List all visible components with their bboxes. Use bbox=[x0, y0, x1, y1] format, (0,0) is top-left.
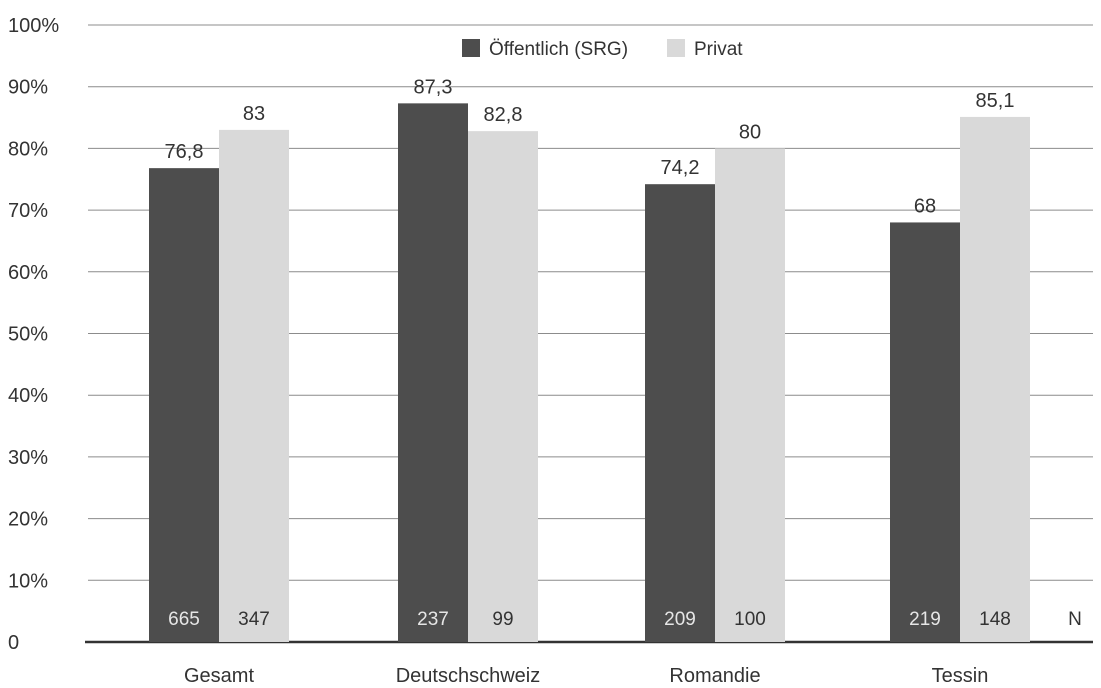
bar bbox=[890, 222, 960, 642]
n-count-label: 237 bbox=[417, 609, 449, 630]
legend-label: Öffentlich (SRG) bbox=[489, 39, 628, 60]
legend-swatch bbox=[667, 39, 685, 57]
n-count-label: 347 bbox=[238, 609, 270, 630]
y-tick-label: 70% bbox=[8, 200, 48, 222]
data-label: 87,3 bbox=[414, 76, 453, 98]
x-tick-label: Deutschschweiz bbox=[396, 665, 541, 687]
y-tick-label: 40% bbox=[8, 385, 48, 407]
n-count-label: 665 bbox=[168, 609, 200, 630]
x-tick-label: Gesamt bbox=[184, 665, 254, 687]
x-tick-label: Romandie bbox=[669, 665, 760, 687]
bar bbox=[468, 131, 538, 642]
legend-item: Privat bbox=[667, 39, 743, 60]
bar bbox=[645, 184, 715, 642]
y-tick-label: 100% bbox=[8, 15, 59, 37]
data-label: 68 bbox=[914, 195, 936, 217]
data-label: 85,1 bbox=[976, 90, 1015, 112]
bar bbox=[219, 129, 289, 642]
data-label: 83 bbox=[243, 103, 265, 125]
bar bbox=[149, 168, 219, 643]
x-tick-label: Tessin bbox=[932, 665, 989, 687]
bar bbox=[960, 116, 1030, 643]
y-tick-label: 10% bbox=[8, 570, 48, 592]
y-tick-label: 50% bbox=[8, 324, 48, 346]
legend-label: Privat bbox=[694, 39, 743, 60]
data-label: 76,8 bbox=[165, 141, 204, 163]
legend-swatch bbox=[462, 39, 480, 57]
n-count-label: 209 bbox=[664, 609, 696, 630]
n-count-label: 219 bbox=[909, 609, 941, 630]
legend-item: Öffentlich (SRG) bbox=[462, 39, 628, 60]
n-count-label: 148 bbox=[979, 609, 1011, 630]
n-axis-label: N bbox=[1068, 609, 1082, 630]
n-count-label: 99 bbox=[492, 609, 513, 630]
y-tick-label: 80% bbox=[8, 138, 48, 160]
y-tick-label: 20% bbox=[8, 509, 48, 531]
data-label: 80 bbox=[739, 121, 761, 143]
y-tick-label: 90% bbox=[8, 77, 48, 99]
bar bbox=[398, 103, 468, 642]
bar bbox=[715, 148, 785, 642]
n-count-label: 100 bbox=[734, 609, 766, 630]
y-tick-label: 30% bbox=[8, 447, 48, 469]
y-tick-label: 0 bbox=[8, 632, 19, 654]
y-tick-label: 60% bbox=[8, 262, 48, 284]
data-label: 74,2 bbox=[661, 157, 700, 179]
data-label: 82,8 bbox=[484, 104, 523, 126]
